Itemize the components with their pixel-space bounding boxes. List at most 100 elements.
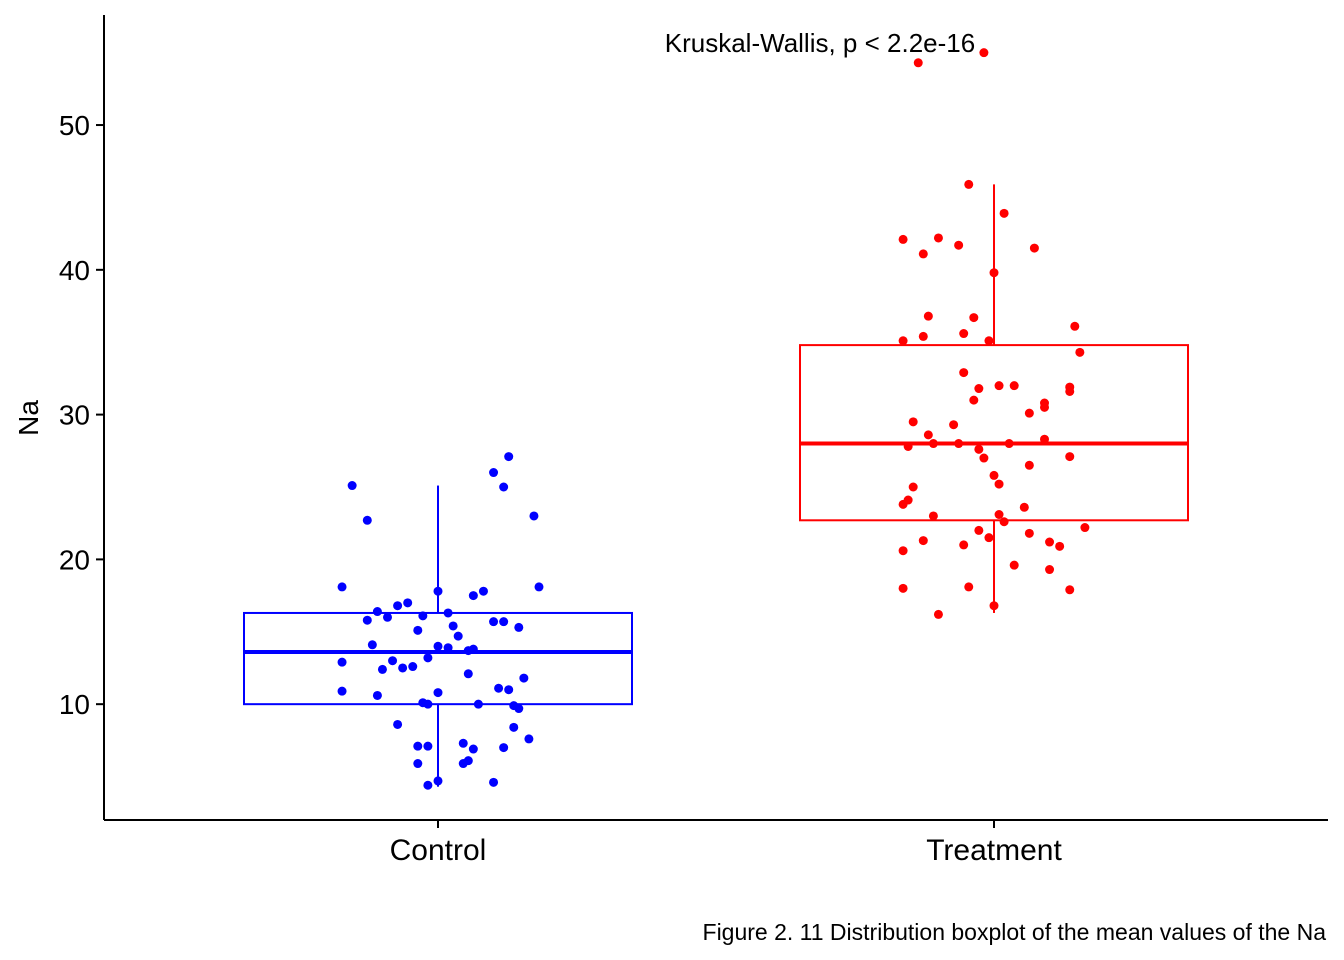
treatment-data-point: [918, 331, 928, 341]
treatment-data-point: [928, 511, 938, 521]
treatment-data-point: [954, 240, 964, 250]
control-data-point: [448, 621, 458, 631]
control-data-point: [388, 656, 398, 666]
control-data-point: [524, 734, 534, 744]
treatment-data-point: [918, 536, 928, 546]
control-data-point: [489, 617, 499, 627]
treatment-data-point: [964, 582, 974, 592]
treatment-data-point: [923, 311, 933, 321]
treatment-data-point: [974, 444, 984, 454]
treatment-data-point: [954, 439, 964, 449]
control-data-point: [458, 759, 468, 769]
treatment-data-point: [1040, 434, 1049, 444]
control-data-point: [519, 673, 529, 683]
treatment-data-point: [969, 395, 979, 405]
jitter-points-layer: [337, 48, 1090, 790]
treatment-data-point: [949, 420, 959, 430]
treatment-data-point: [994, 479, 1004, 489]
treatment-data-point: [979, 48, 989, 58]
control-data-point: [453, 631, 463, 641]
control-data-point: [433, 776, 443, 786]
y-axis-ticks: 10 20 30 40 50: [59, 110, 104, 720]
treatment-data-point: [1055, 541, 1065, 551]
treatment-data-point: [903, 441, 913, 451]
box-layer: [243, 184, 1189, 787]
control-data-point: [468, 644, 478, 654]
control-data-point: [372, 607, 382, 617]
treatment-data-point: [959, 368, 969, 378]
y-tick-label: 20: [59, 544, 90, 575]
treatment-data-point: [918, 249, 928, 259]
treatment-data-point: [999, 517, 1009, 527]
control-data-point: [423, 699, 433, 709]
control-data-point: [504, 452, 514, 462]
treatment-data-point: [964, 179, 974, 189]
treatment-data-point: [913, 58, 923, 68]
control-data-point: [489, 777, 499, 787]
control-data-point: [418, 611, 428, 621]
treatment-data-point: [1075, 347, 1085, 357]
treatment-data-point: [994, 381, 1004, 391]
control-data-point: [337, 657, 347, 667]
control-data-point: [403, 598, 413, 608]
control-data-point: [514, 704, 524, 714]
treatment-data-point: [1045, 537, 1055, 547]
control-data-point: [499, 482, 509, 492]
control-data-point: [362, 515, 372, 525]
treatment-data-point: [959, 540, 969, 550]
control-data-point: [468, 591, 478, 601]
control-data-point: [423, 653, 433, 663]
control-data-point: [494, 683, 504, 693]
control-data-point: [367, 640, 377, 650]
treatment-data-point: [1065, 386, 1075, 396]
control-data-point: [433, 688, 443, 698]
x-tick-label-control: Control: [390, 834, 487, 867]
control-data-point: [337, 582, 347, 592]
treatment-data-point: [1024, 408, 1034, 418]
treatment-data-point: [979, 453, 989, 463]
control-data-point: [423, 780, 433, 790]
y-tick-label: 50: [59, 110, 90, 141]
treatment-data-point: [999, 208, 1009, 218]
treatment-data-point: [908, 482, 918, 492]
control-data-point: [413, 759, 423, 769]
treatment-data-point: [1065, 452, 1075, 462]
treatment-data-point: [984, 533, 994, 543]
control-data-point: [509, 722, 519, 732]
treatment-data-point: [923, 430, 933, 440]
control-data-point: [499, 617, 509, 627]
control-data-point: [504, 685, 514, 695]
treatment-data-point: [1029, 243, 1039, 253]
control-data-point: [534, 582, 544, 592]
treatment-data-point: [984, 336, 994, 346]
treatment-data-point: [1045, 565, 1055, 575]
figure-caption: Figure 2. 11 Distribution boxplot of the…: [703, 919, 1327, 945]
treatment-data-point: [974, 525, 984, 535]
treatment-data-point: [989, 268, 999, 278]
treatment-data-point: [933, 233, 943, 243]
y-axis-title: Na: [13, 400, 44, 436]
treatment-data-point: [1024, 460, 1034, 470]
treatment-data-point: [1080, 523, 1090, 533]
treatment-data-point: [989, 470, 999, 480]
treatment-data-point: [994, 510, 1004, 520]
y-tick-label: 10: [59, 689, 90, 720]
control-data-point: [433, 586, 443, 596]
control-data-point: [463, 669, 473, 679]
treatment-data-point: [898, 234, 908, 244]
control-data-point: [393, 601, 403, 611]
control-box: [243, 611, 633, 706]
control-data-point: [398, 663, 408, 673]
control-data-point: [337, 686, 347, 696]
x-axis-ticks: Control Treatment: [390, 820, 1062, 867]
treatment-data-point: [1009, 560, 1019, 570]
control-data-point: [514, 622, 524, 632]
control-data-point: [468, 744, 478, 754]
treatment-data-point: [969, 313, 979, 323]
treatment-data-point: [898, 546, 908, 556]
treatment-data-point: [959, 329, 969, 339]
control-data-point: [529, 511, 539, 521]
control-data-point: [413, 625, 423, 635]
control-data-point: [372, 690, 382, 700]
treatment-data-point: [1070, 321, 1080, 331]
